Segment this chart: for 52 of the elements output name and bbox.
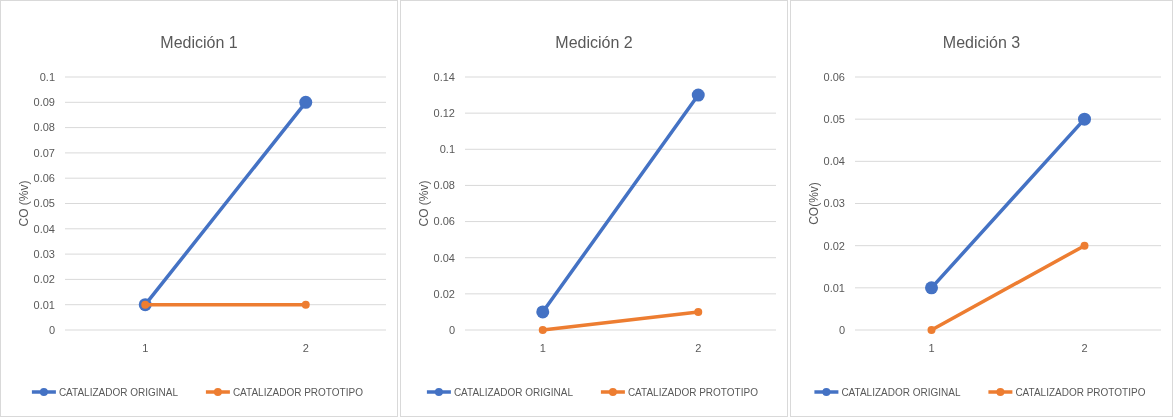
y-tick-label: 0: [448, 323, 455, 336]
y-tick-label: 0.01: [823, 281, 845, 294]
x-tick-label: 1: [928, 342, 935, 354]
y-tick-label: 0.02: [823, 239, 845, 252]
chart-title: Medición 2: [555, 34, 633, 51]
x-tick-label: 1: [142, 342, 149, 354]
y-tick-label: 0.1: [39, 70, 55, 83]
point: [925, 281, 938, 295]
y-tick-label: 0.1: [439, 143, 455, 156]
y-axis-title: CO (%v): [17, 180, 31, 227]
y-tick-label: 0.02: [33, 273, 55, 286]
x-tick-label: 2: [695, 342, 702, 354]
y-tick-label: 0.06: [823, 70, 845, 83]
y-tick-label: 0.07: [33, 146, 55, 159]
point: [694, 307, 703, 316]
x-tick-label: 2: [302, 342, 309, 354]
legend-label: CATALIZADOR PROTOTIPO: [627, 386, 759, 398]
y-tick-label: 0.08: [33, 121, 55, 134]
y-tick-label: 0.02: [433, 287, 455, 300]
y-tick-label: 0.04: [823, 155, 845, 168]
y-tick-label: 0.06: [433, 215, 455, 228]
legend-label: CATALIZADOR PROTOTIPO: [1015, 386, 1146, 398]
y-tick-label: 0.14: [433, 70, 455, 83]
legend-label: CATALIZADOR ORIGINAL: [58, 386, 179, 398]
y-tick-label: 0.03: [33, 247, 55, 260]
legend-label: CATALIZADOR ORIGINAL: [453, 386, 574, 398]
point: [536, 305, 550, 319]
y-tick-label: 0.05: [823, 113, 845, 126]
y-tick-label: 0: [48, 323, 55, 336]
chart-title: Medición 1: [160, 34, 238, 51]
x-tick-label: 1: [539, 342, 546, 354]
point: [927, 326, 936, 334]
y-tick-label: 0.04: [433, 251, 455, 264]
y-tick-label: 0.04: [33, 222, 55, 235]
y-tick-label: 0.08: [433, 179, 455, 192]
y-tick-label: 0.09: [33, 96, 55, 109]
legend-label: CATALIZADOR ORIGINAL: [841, 386, 961, 398]
y-axis-title: CO (%v): [417, 180, 431, 227]
point: [538, 326, 547, 334]
legend-label: CATALIZADOR PROTOTIPO: [232, 386, 364, 398]
y-tick-label: 0.01: [33, 298, 55, 311]
point: [1078, 112, 1091, 126]
y-axis-title: CO(%v): [807, 182, 821, 225]
y-tick-label: 0.12: [433, 106, 455, 119]
point: [691, 88, 705, 102]
y-tick-label: 0.06: [33, 172, 55, 185]
y-tick-label: 0.05: [33, 197, 55, 210]
y-tick-label: 0: [838, 323, 845, 336]
x-tick-label: 2: [1081, 342, 1088, 354]
chart-title: Medición 3: [942, 34, 1021, 51]
y-tick-label: 0.03: [823, 197, 845, 210]
point: [1080, 241, 1089, 250]
